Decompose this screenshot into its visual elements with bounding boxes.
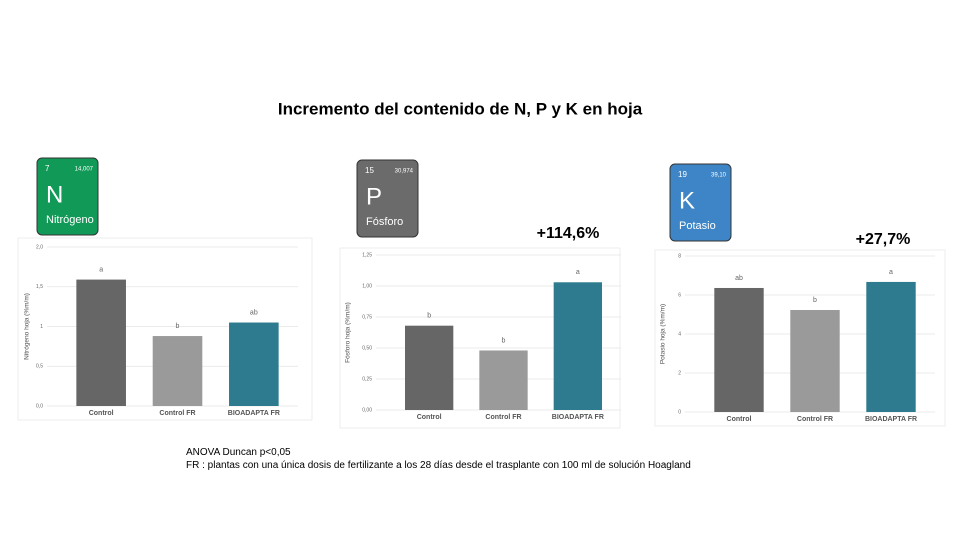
element-symbol: N — [46, 181, 63, 208]
x-tick-label: Control — [727, 416, 752, 423]
atomic-mass: 14,007 — [75, 167, 94, 173]
annotation: +27,7% — [856, 231, 911, 248]
y-tick-label: 0 — [678, 409, 681, 415]
y-tick-label: 0,00 — [362, 407, 372, 413]
y-tick-label: 1,00 — [362, 283, 372, 289]
significance-label: a — [99, 266, 103, 273]
note: FR : plantas con una única dosis de fert… — [186, 460, 691, 471]
annotation: +114,6% — [537, 225, 600, 242]
y-tick-label: 0,5 — [36, 364, 43, 370]
x-tick-label: Control — [417, 414, 442, 421]
bar — [479, 350, 528, 410]
x-tick-label: Control FR — [159, 410, 195, 417]
atomic-number: 7 — [45, 164, 50, 173]
element-name: Potasio — [679, 220, 716, 232]
note: ANOVA Duncan p<0,05 — [186, 447, 291, 458]
significance-label: ab — [250, 309, 258, 316]
bar — [76, 279, 126, 406]
element-symbol: K — [679, 187, 695, 214]
significance-label: b — [427, 313, 431, 320]
y-tick-label: 0,75 — [362, 314, 372, 320]
bar — [553, 282, 602, 410]
slide-title: Incremento del contenido de N, P y K en … — [278, 99, 643, 118]
x-tick-label: BIOADAPTA FR — [228, 410, 280, 417]
bar — [152, 336, 203, 406]
x-tick-label: Control FR — [485, 414, 521, 421]
significance-label: b — [502, 337, 506, 344]
y-tick-label: 0,25 — [362, 376, 372, 382]
element-tile — [356, 159, 419, 238]
element-name: Nitrógeno — [46, 214, 94, 226]
element-tile — [36, 157, 99, 236]
bar — [866, 281, 916, 412]
element-name: Fósforo — [366, 216, 403, 228]
significance-label: a — [576, 269, 580, 276]
significance-label: ab — [735, 275, 743, 282]
significance-label: b — [813, 297, 817, 304]
atomic-mass: 30,974 — [395, 169, 414, 175]
y-axis-label: Fósforo hoja (%m/m) — [345, 302, 352, 363]
y-tick-label: 1,5 — [36, 284, 43, 290]
y-tick-label: 1,25 — [362, 252, 372, 258]
bar — [714, 287, 764, 412]
y-tick-label: 2,0 — [36, 244, 43, 250]
y-axis-label: Nitrógeno hoja (%m/m) — [24, 293, 31, 360]
atomic-number: 15 — [365, 166, 374, 175]
atomic-number: 19 — [678, 170, 687, 179]
x-tick-label: Control FR — [797, 416, 833, 423]
bar — [229, 322, 279, 406]
y-tick-label: 8 — [678, 253, 681, 259]
y-tick-label: 0,50 — [362, 345, 372, 351]
significance-label: a — [889, 269, 893, 276]
y-tick-label: 6 — [678, 292, 681, 298]
y-tick-label: 2 — [678, 370, 681, 376]
x-tick-label: BIOADAPTA FR — [865, 416, 917, 423]
x-tick-label: Control — [89, 410, 114, 417]
bar — [405, 325, 454, 410]
bar — [790, 310, 840, 412]
element-symbol: P — [366, 183, 382, 210]
y-tick-label: 4 — [678, 331, 681, 337]
y-tick-label: 1 — [40, 324, 43, 330]
y-tick-label: 0,0 — [36, 403, 43, 409]
significance-label: b — [176, 323, 180, 330]
atomic-mass: 39,10 — [711, 173, 727, 179]
element-tile — [669, 163, 732, 242]
x-tick-label: BIOADAPTA FR — [552, 414, 604, 421]
y-axis-label: Potasio hoja (%m/m) — [660, 304, 667, 364]
